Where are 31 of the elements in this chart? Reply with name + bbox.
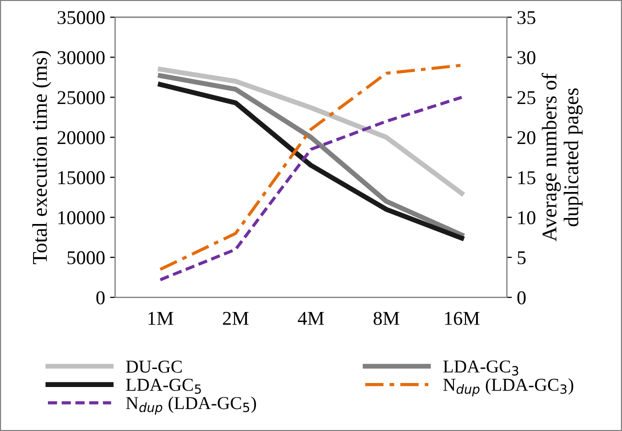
y2-axis-title: Average numbers of duplicated pages — [542, 73, 583, 242]
y-tick-label: 20000 — [58, 131, 105, 144]
legend-label: DU-GC — [126, 360, 182, 373]
y-tick-label: 30000 — [58, 51, 105, 64]
x-tick-label: 16M — [445, 312, 480, 325]
y2-tick-label: 20 — [518, 131, 536, 144]
y-tick-label: 10000 — [58, 211, 105, 224]
y2-tick-label: 10 — [518, 211, 536, 224]
y2-tick-label: 30 — [518, 51, 536, 64]
y2-tick-label: 0 — [517, 291, 526, 304]
y2-tick-label: 15 — [518, 171, 536, 184]
y2-tick-label: 25 — [518, 91, 536, 104]
line-series — [158, 64, 464, 271]
x-tick-label: 2M — [222, 312, 249, 325]
y-tick-label: 25000 — [58, 91, 105, 104]
legend-label: LDA-GC$_{3}$ — [443, 360, 518, 376]
y-tick-label: 0 — [96, 291, 105, 304]
x-tick-label: 8M — [374, 312, 400, 325]
y2-tick-label: 35 — [518, 11, 536, 24]
legend-label: LDA-GC$_{5}$ — [126, 378, 201, 394]
x-tick-label: 4M — [298, 312, 324, 325]
legend-label: N$_{dup}$ (LDA-GC$_{3}$) — [443, 378, 574, 396]
line-series — [158, 96, 464, 282]
x-tick-label: 1M — [148, 312, 174, 325]
legend-label: N$_{dup}$ (LDA-GC$_{5}$) — [126, 396, 256, 415]
y-tick-label: 15000 — [58, 171, 105, 184]
line-series — [158, 66, 464, 196]
y-axis-title: Total execution time (ms) — [32, 51, 52, 264]
y-tick-label: 5000 — [68, 251, 105, 264]
y-tick-label: 35000 — [58, 11, 105, 24]
y2-tick-label: 5 — [518, 251, 526, 264]
